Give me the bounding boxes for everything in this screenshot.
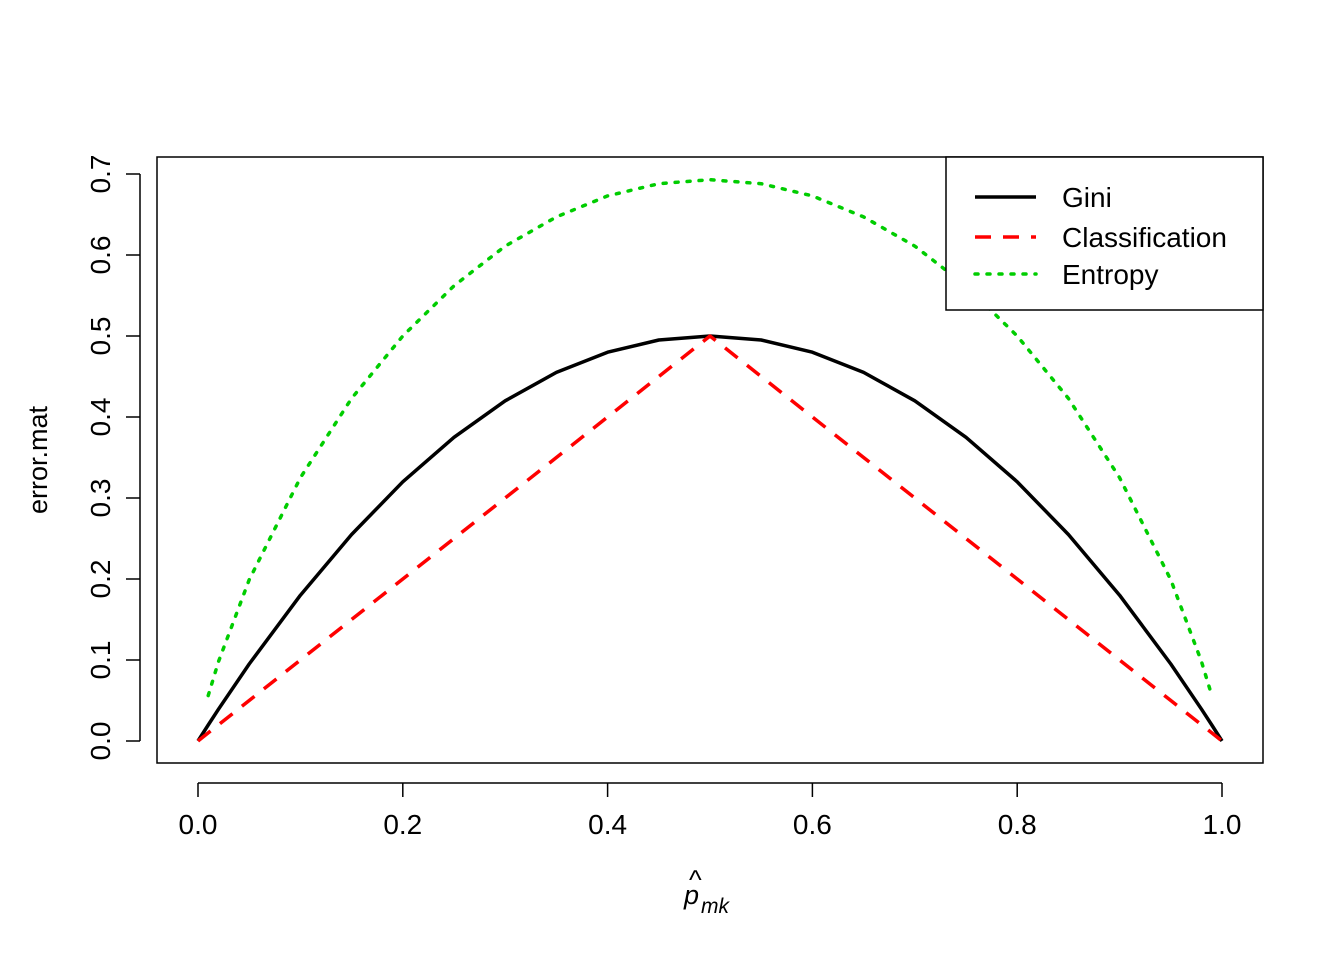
legend-label-entropy: Entropy <box>1062 259 1159 290</box>
y-tick-label: 0.3 <box>85 479 116 518</box>
y-tick-label: 0.1 <box>85 641 116 680</box>
legend-label-gini: Gini <box>1062 182 1112 213</box>
x-tick-label: 0.4 <box>588 809 627 840</box>
x-axis-title-hat: ^ <box>689 865 702 895</box>
plot-box <box>156 156 1264 764</box>
x-tick-label: 0.6 <box>793 809 832 840</box>
legend-label-classification: Classification <box>1062 222 1227 253</box>
x-axis: 0.0 0.2 0.4 0.6 0.8 1.0 <box>179 782 1242 840</box>
y-tick-label: 0.7 <box>85 155 116 194</box>
x-axis-title-subscript: mk <box>701 895 730 918</box>
legend-box <box>945 156 1264 311</box>
y-tick-label: 0.2 <box>85 560 116 599</box>
x-axis-title-base: p <box>683 880 699 910</box>
y-tick-label: 0.6 <box>85 236 116 275</box>
y-tick-label: 0.4 <box>85 398 116 437</box>
y-axis-title: error.mat <box>23 405 53 514</box>
series-line-entropy <box>206 177 1214 698</box>
series-layer <box>196 177 1224 743</box>
y-tick-label: 0.0 <box>85 722 116 761</box>
y-axis: 0.0 0.1 0.2 0.3 0.4 0.5 0.6 0.7 <box>85 155 141 761</box>
legend: Gini Classification Entropy <box>945 156 1264 311</box>
x-tick-label: 0.0 <box>179 809 218 840</box>
y-tick-label: 0.5 <box>85 317 116 356</box>
series-line-classification <box>196 334 1224 743</box>
x-axis-title: p ^ mk <box>683 865 730 918</box>
x-tick-label: 1.0 <box>1203 809 1242 840</box>
x-tick-label: 0.2 <box>383 809 422 840</box>
x-tick-label: 0.8 <box>998 809 1037 840</box>
